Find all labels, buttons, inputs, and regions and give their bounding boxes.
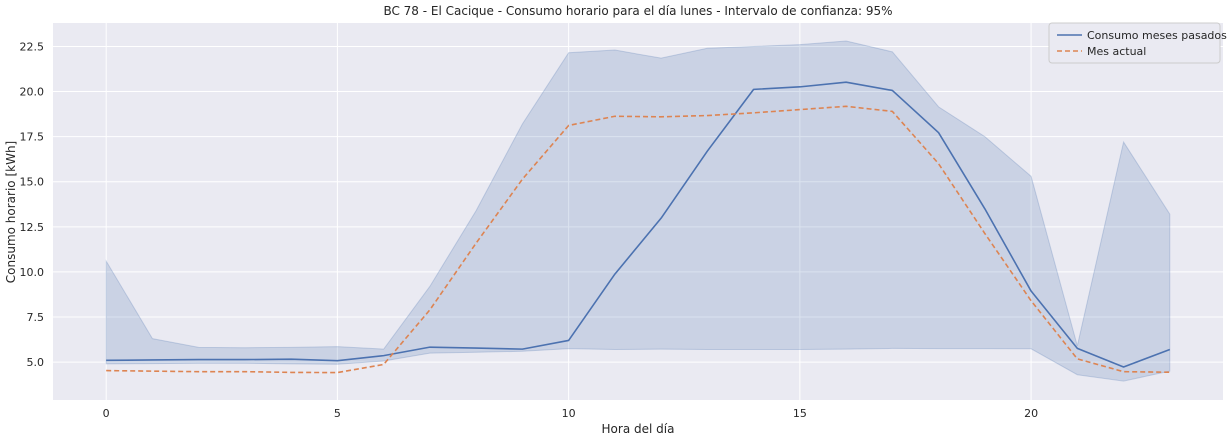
y-tick-label: 7.5 bbox=[27, 311, 45, 324]
x-axis-ticks: 0 5 10 15 20 bbox=[103, 407, 1038, 420]
confidence-band bbox=[105, 40, 1171, 382]
grid-lines bbox=[53, 23, 1223, 400]
y-axis-ticks: 5.0 7.5 10.0 12.5 15.0 17.5 20.0 22.5 bbox=[20, 40, 45, 369]
series-line-mes-actual bbox=[106, 105, 1170, 374]
y-tick-label: 17.5 bbox=[20, 131, 45, 144]
y-tick-label: 10.0 bbox=[20, 266, 45, 279]
y-tick-label: 22.5 bbox=[20, 40, 45, 53]
chart-title: BC 78 - El Cacique - Consumo horario par… bbox=[383, 4, 892, 18]
series-line-consumo-meses-pasados bbox=[106, 81, 1171, 368]
x-tick-label: 20 bbox=[1024, 407, 1038, 420]
legend-label-consumo: Consumo meses pasados bbox=[1087, 29, 1227, 42]
plot-area bbox=[53, 23, 1223, 400]
y-tick-label: 20.0 bbox=[20, 86, 45, 99]
legend-box bbox=[1048, 22, 1221, 64]
y-tick-label: 12.5 bbox=[20, 221, 45, 234]
y-axis-label: Consumo horario [kWh] bbox=[4, 141, 18, 283]
confidence-band-group bbox=[105, 40, 1171, 382]
legend-label-mes-actual: Mes actual bbox=[1087, 45, 1146, 58]
x-axis-label: Hora del día bbox=[602, 422, 675, 436]
x-tick-label: 5 bbox=[334, 407, 341, 420]
legend: Consumo meses pasados Mes actual bbox=[1048, 22, 1227, 64]
series-lines bbox=[106, 81, 1171, 374]
y-tick-label: 5.0 bbox=[27, 356, 45, 369]
x-tick-label: 0 bbox=[103, 407, 110, 420]
y-tick-label: 15.0 bbox=[20, 176, 45, 189]
x-tick-label: 15 bbox=[793, 407, 807, 420]
x-tick-label: 10 bbox=[562, 407, 576, 420]
